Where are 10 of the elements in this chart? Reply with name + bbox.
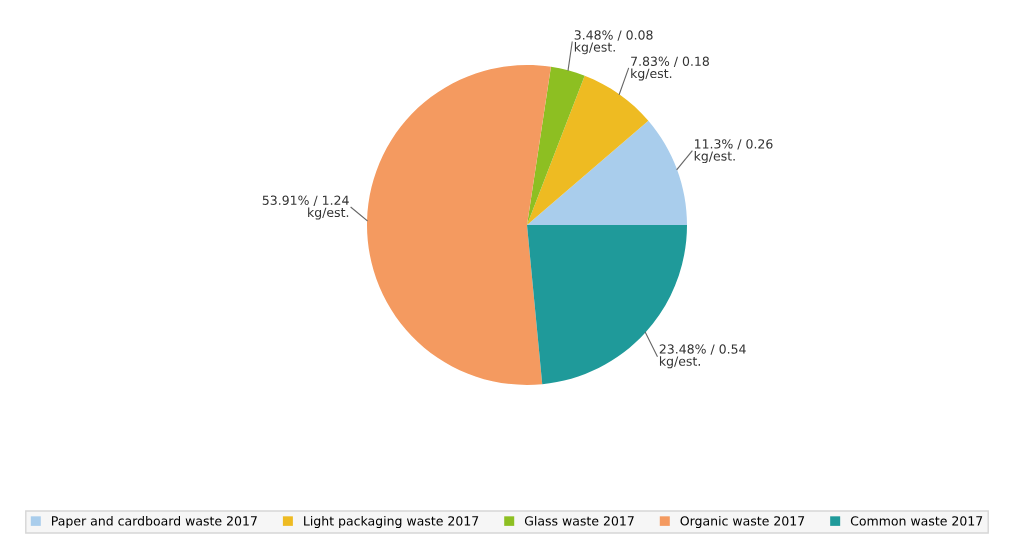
legend-label: Light packaging waste 2017	[304, 515, 479, 529]
data-label: 11.3% / 0.26 kg/est.	[694, 139, 773, 164]
legend-label: Organic waste 2017	[680, 515, 805, 529]
data-label: 7.83% / 0.18 kg/est.	[631, 56, 709, 81]
legend-label: Glass waste 2017	[524, 515, 634, 526]
legend-label: Common waste 2017	[850, 516, 983, 526]
legend-label: Paper and cardboard waste 2017	[52, 515, 257, 529]
data-label: 3.48% / 0.08 kg/est.	[574, 30, 653, 55]
data-label: 23.48% / 0.54 kg/est.	[659, 344, 746, 369]
data-label: 53.91% / 1.24 kg/est.	[262, 195, 349, 220]
